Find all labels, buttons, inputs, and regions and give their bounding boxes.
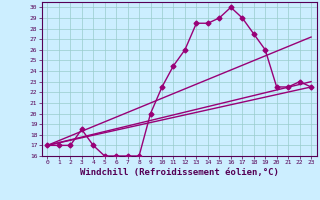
X-axis label: Windchill (Refroidissement éolien,°C): Windchill (Refroidissement éolien,°C)	[80, 168, 279, 177]
